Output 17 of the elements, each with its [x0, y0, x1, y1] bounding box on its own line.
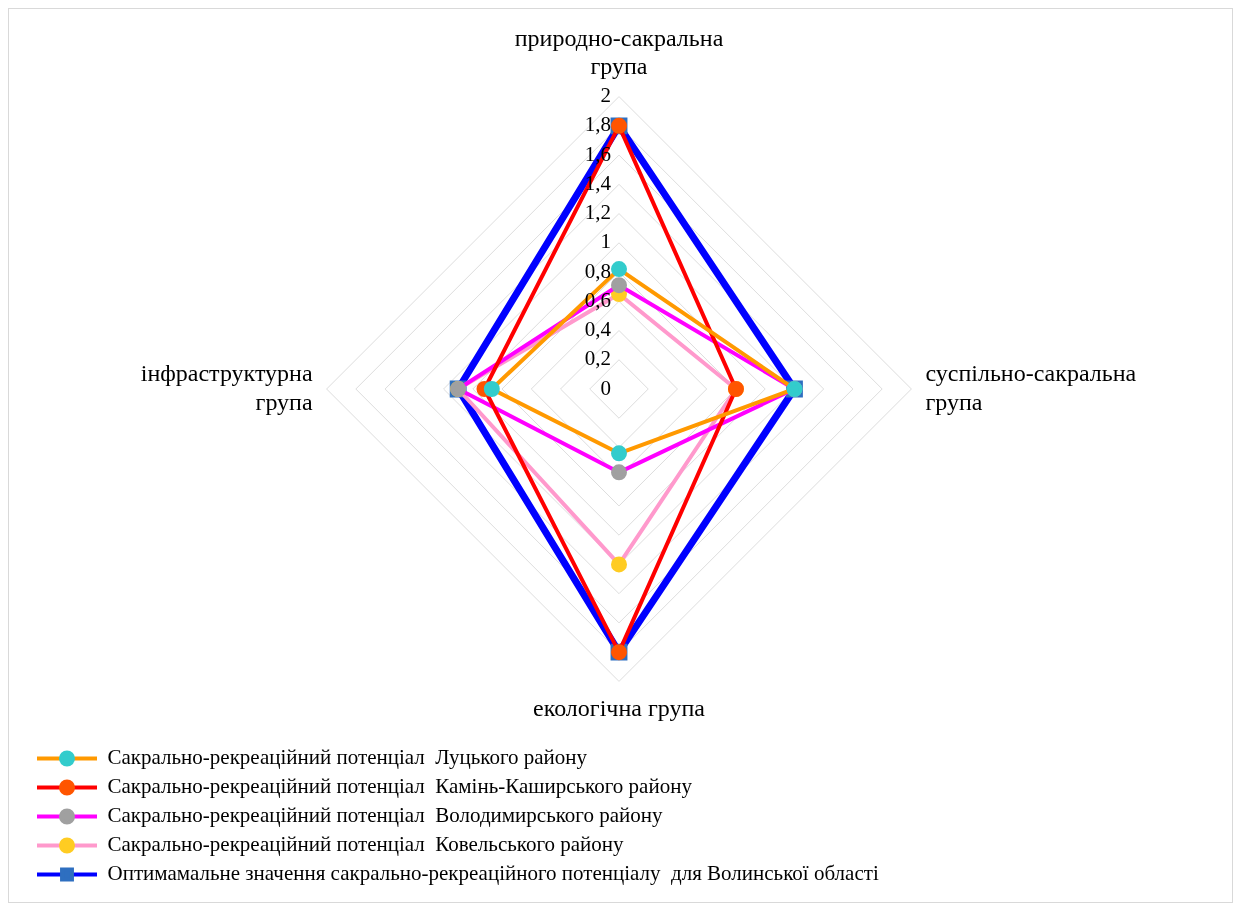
- spoke-label: природно-сакральна група: [514, 24, 724, 80]
- legend-label: Сакрально-рекреаційний потенціал Ковельського району: [107, 832, 625, 857]
- legend-label: Сакрально-рекреаційний потенціал Луцького району: [107, 745, 588, 770]
- legend-label: Сакрально-рекреаційний потенціал Володимирського району: [107, 803, 663, 828]
- y-tick-label: 2: [600, 83, 611, 108]
- spoke-label: суспільно-сакральна група: [925, 359, 1137, 415]
- y-tick-label: 0,4: [584, 317, 612, 342]
- legend-label: Сакрально-рекреаційний потенціал Камінь-Каширського району: [107, 774, 693, 799]
- y-tick-label: 0,8: [584, 258, 611, 283]
- y-tick-label: 0,2: [584, 346, 611, 371]
- y-tick-label: 0: [600, 375, 611, 400]
- y-tick-label: 1,2: [584, 200, 611, 225]
- spoke-label: екологічна група: [533, 695, 706, 722]
- y-tick-label: 1: [600, 229, 611, 254]
- legend-label: Оптимамальне значення сакрально-рекреаційного потенціалу для Волинської області: [107, 861, 879, 886]
- y-tick-label: 1,8: [584, 112, 611, 137]
- spoke-label: інфраструктурна група: [140, 359, 313, 415]
